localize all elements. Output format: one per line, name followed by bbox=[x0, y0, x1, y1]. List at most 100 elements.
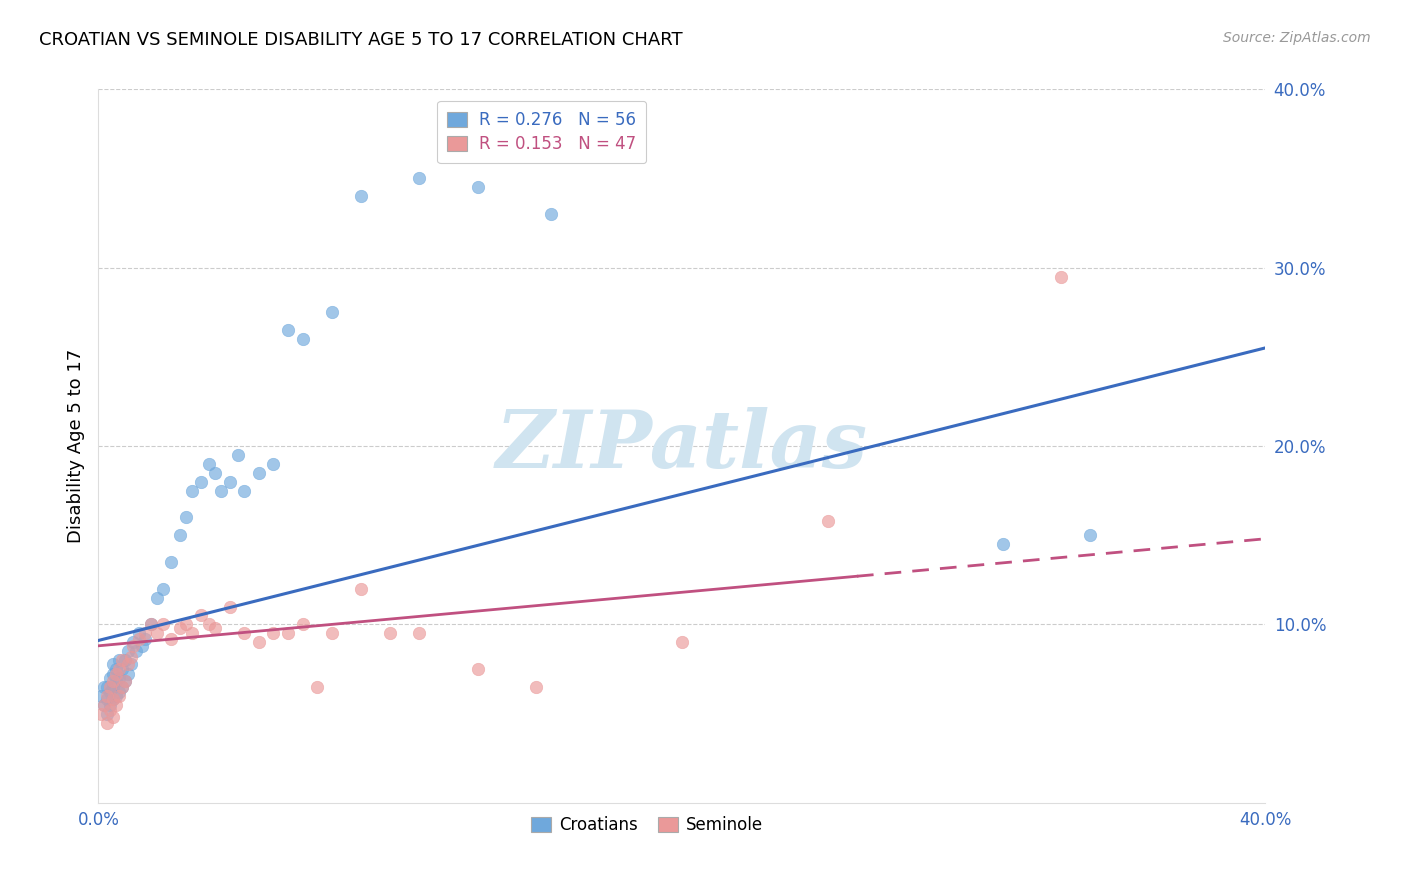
Point bbox=[98, 680, 121, 694]
Point bbox=[307, 680, 329, 694]
Point bbox=[98, 685, 121, 699]
Point bbox=[98, 698, 121, 712]
Point bbox=[93, 680, 115, 694]
Point bbox=[169, 528, 191, 542]
Point bbox=[209, 483, 232, 498]
Point bbox=[114, 653, 136, 667]
Text: CROATIAN VS SEMINOLE DISABILITY AGE 5 TO 17 CORRELATION CHART: CROATIAN VS SEMINOLE DISABILITY AGE 5 TO… bbox=[39, 31, 683, 49]
Point bbox=[120, 649, 142, 664]
Point bbox=[104, 698, 127, 712]
Point bbox=[101, 692, 124, 706]
Point bbox=[540, 207, 562, 221]
Point bbox=[93, 698, 115, 712]
Point bbox=[101, 692, 124, 706]
Point bbox=[204, 621, 226, 635]
Point bbox=[111, 680, 134, 694]
Point bbox=[101, 674, 124, 689]
Point bbox=[524, 680, 547, 694]
Point bbox=[152, 617, 174, 632]
Point bbox=[262, 626, 284, 640]
Point bbox=[467, 180, 489, 194]
Point bbox=[101, 710, 124, 724]
Point bbox=[190, 608, 212, 623]
Point bbox=[204, 466, 226, 480]
Point bbox=[122, 639, 145, 653]
Point bbox=[90, 689, 112, 703]
Point bbox=[139, 617, 162, 632]
Point bbox=[104, 667, 127, 681]
Point bbox=[122, 635, 145, 649]
Point bbox=[120, 657, 142, 671]
Point bbox=[114, 674, 136, 689]
Point bbox=[160, 632, 183, 646]
Point bbox=[233, 626, 256, 640]
Point bbox=[180, 483, 202, 498]
Point bbox=[134, 626, 156, 640]
Point bbox=[104, 674, 127, 689]
Point bbox=[96, 692, 118, 706]
Point bbox=[321, 626, 343, 640]
Point bbox=[291, 332, 314, 346]
Point bbox=[96, 715, 118, 730]
Point bbox=[108, 689, 131, 703]
Point bbox=[408, 626, 430, 640]
Point bbox=[125, 644, 148, 658]
Point bbox=[247, 635, 270, 649]
Point bbox=[96, 680, 118, 694]
Point bbox=[152, 582, 174, 596]
Point bbox=[218, 475, 240, 489]
Point bbox=[111, 653, 134, 667]
Point bbox=[1050, 269, 1073, 284]
Point bbox=[139, 617, 162, 632]
Point bbox=[218, 599, 240, 614]
Point bbox=[108, 653, 131, 667]
Point bbox=[98, 703, 121, 717]
Point bbox=[117, 644, 139, 658]
Point bbox=[98, 671, 121, 685]
Point bbox=[131, 639, 153, 653]
Point bbox=[146, 591, 169, 605]
Point bbox=[228, 448, 250, 462]
Point bbox=[991, 537, 1014, 551]
Point bbox=[146, 626, 169, 640]
Point bbox=[277, 323, 299, 337]
Point bbox=[321, 305, 343, 319]
Point bbox=[380, 626, 402, 640]
Point bbox=[128, 632, 150, 646]
Point bbox=[101, 657, 124, 671]
Point bbox=[350, 582, 373, 596]
Point bbox=[101, 680, 124, 694]
Point bbox=[96, 706, 118, 721]
Point bbox=[233, 483, 256, 498]
Point bbox=[114, 674, 136, 689]
Point bbox=[96, 689, 118, 703]
Point bbox=[174, 617, 197, 632]
Y-axis label: Disability Age 5 to 17: Disability Age 5 to 17 bbox=[66, 349, 84, 543]
Point bbox=[108, 685, 131, 699]
Point bbox=[180, 626, 202, 640]
Point bbox=[93, 698, 115, 712]
Point bbox=[111, 662, 134, 676]
Point bbox=[190, 475, 212, 489]
Point bbox=[134, 632, 156, 646]
Point bbox=[350, 189, 373, 203]
Point bbox=[174, 510, 197, 524]
Point bbox=[467, 662, 489, 676]
Point bbox=[169, 621, 191, 635]
Point bbox=[160, 555, 183, 569]
Point bbox=[817, 514, 839, 528]
Point bbox=[198, 617, 221, 632]
Point bbox=[117, 657, 139, 671]
Point bbox=[108, 662, 131, 676]
Point bbox=[198, 457, 221, 471]
Point bbox=[108, 671, 131, 685]
Point bbox=[247, 466, 270, 480]
Text: Source: ZipAtlas.com: Source: ZipAtlas.com bbox=[1223, 31, 1371, 45]
Point bbox=[117, 667, 139, 681]
Point bbox=[101, 667, 124, 681]
Point bbox=[128, 626, 150, 640]
Point bbox=[90, 706, 112, 721]
Point bbox=[104, 689, 127, 703]
Point bbox=[262, 457, 284, 471]
Point bbox=[291, 617, 314, 632]
